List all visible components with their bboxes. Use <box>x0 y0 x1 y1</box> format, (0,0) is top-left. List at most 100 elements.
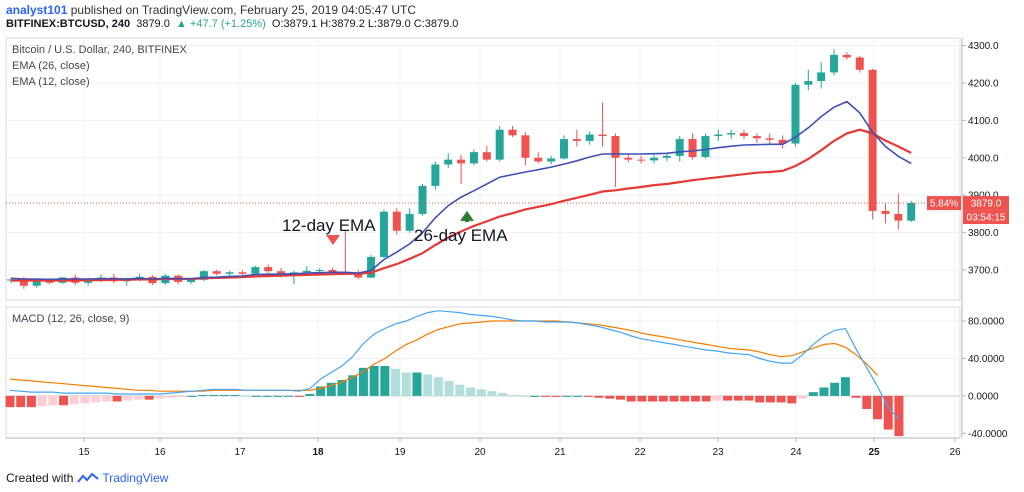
candle <box>521 132 530 166</box>
macd-histogram-bar <box>423 374 433 396</box>
price-tick-label: 4200.0 <box>968 78 999 89</box>
candle <box>199 270 208 282</box>
candle-body <box>469 152 478 164</box>
macd-histogram-bar <box>326 382 336 396</box>
candle-body <box>45 281 54 283</box>
author-link[interactable]: analyst101 <box>6 3 68 17</box>
macd-histogram-bar <box>166 395 176 398</box>
macd-histogram-bar <box>187 395 197 397</box>
macd-histogram-bar <box>155 395 165 399</box>
macd-histogram-bar <box>91 395 101 403</box>
candle <box>611 133 620 187</box>
macd-histogram-bar <box>755 395 765 403</box>
candle-body <box>251 267 260 274</box>
candle-body <box>19 279 28 286</box>
macd-histogram-bar <box>776 395 786 403</box>
candle <box>212 269 221 276</box>
candle-body <box>225 272 234 274</box>
price-tag-label: 3879.0 <box>971 199 1002 210</box>
macd-histogram-bar <box>69 395 79 405</box>
macd-histogram-bar <box>251 395 261 397</box>
candle <box>727 129 736 140</box>
candle <box>405 208 414 233</box>
candle-body <box>894 213 903 221</box>
macd-histogram-bar <box>112 395 122 402</box>
candle <box>264 264 273 274</box>
macd-line <box>9 310 900 420</box>
candle <box>482 145 491 162</box>
candle <box>688 133 697 160</box>
candle <box>624 154 633 163</box>
macd-histogram-bar <box>241 395 251 397</box>
macd-histogram-bar <box>412 372 422 396</box>
candle-body <box>418 185 427 214</box>
candle <box>238 270 247 276</box>
candle-body <box>855 57 864 70</box>
candle <box>868 68 877 220</box>
ohlc-values: O:3879.1 H:3879.2 L:3879.0 C:3879.0 <box>271 18 459 30</box>
macd-histogram-bar <box>541 395 550 397</box>
ema12-annotation: 12-day EMA <box>282 216 376 235</box>
symbol-info: BITFINEX:BTCUSD, 240 3879.0 ▲ +47.7 (+1.… <box>6 18 458 30</box>
tradingview-logo-icon <box>77 472 100 483</box>
x-tick-label: 20 <box>474 447 486 458</box>
price-pane <box>5 37 961 301</box>
candle-body <box>212 271 221 274</box>
macd-histogram-bar <box>433 377 443 396</box>
macd-histogram-bar <box>894 395 904 437</box>
macd-histogram-bar <box>637 395 647 402</box>
candle-body <box>778 139 787 144</box>
candle <box>752 133 761 143</box>
candle <box>650 154 658 164</box>
macd-tick-label: 80.0000 <box>968 317 1005 328</box>
price-tick-label: 4300.0 <box>968 41 999 52</box>
candle <box>791 82 800 147</box>
macd-histogram-bar <box>830 382 840 396</box>
candle-body <box>675 139 684 156</box>
candle-body <box>315 270 324 272</box>
x-tick-label: 22 <box>634 447 646 458</box>
macd-histogram-bar <box>444 380 454 396</box>
candle-body <box>624 157 633 160</box>
x-tick-label: 18 <box>312 447 324 458</box>
macd-histogram-bar <box>208 394 218 396</box>
candle-body <box>187 279 196 283</box>
candle-body <box>444 159 453 165</box>
macd-histogram-bar <box>808 392 818 396</box>
candle-body <box>842 54 851 58</box>
macd-histogram-bar <box>5 395 15 408</box>
candle <box>881 202 890 224</box>
x-tick-label: 24 <box>790 447 802 458</box>
candle-body <box>32 281 41 286</box>
countdown-tag-label: 03:54:15 <box>967 213 1006 224</box>
macd-histogram-bar <box>840 377 850 396</box>
macd-histogram-bar <box>134 395 144 400</box>
price-tag <box>963 196 1009 211</box>
macd-histogram-bar <box>401 372 411 396</box>
candle-body <box>572 139 581 141</box>
x-tick-label: 26 <box>949 447 961 458</box>
macd-histogram-bar <box>862 395 872 409</box>
pct-tag <box>927 196 961 211</box>
candle <box>392 208 401 235</box>
symbol-name: BITFINEX:BTCUSD, 240 <box>6 18 131 30</box>
candle <box>367 255 376 279</box>
price-change: ▲ +47.7 (+1.25%) <box>175 18 266 30</box>
macd-histogram-bar <box>219 394 229 396</box>
macd-histogram-bar <box>712 395 722 401</box>
macd-histogram-bar <box>562 395 572 397</box>
candle-body <box>752 136 761 139</box>
candle-body <box>637 159 646 161</box>
candle <box>675 136 684 162</box>
macd-histogram-bar <box>337 379 347 396</box>
tradingview-logo[interactable]: TradingView <box>77 471 168 485</box>
last-price: 3879.0 <box>136 18 170 30</box>
candle-body <box>688 139 697 158</box>
candle-body <box>559 139 568 159</box>
candle-body <box>868 69 877 211</box>
macd-histogram-bar <box>615 395 625 400</box>
candle-body <box>598 134 607 137</box>
publish-info: analyst101 published on TradingView.com,… <box>6 3 416 17</box>
candle-body <box>907 203 916 221</box>
